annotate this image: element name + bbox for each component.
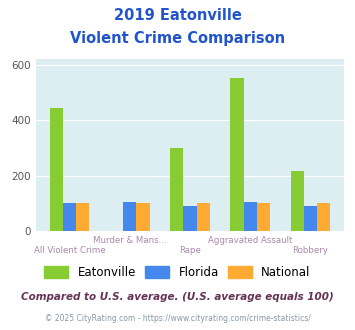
Text: 2019 Eatonville: 2019 Eatonville bbox=[114, 8, 241, 23]
Bar bbox=[290, 172, 304, 231]
Legend: Eatonville, Florida, National: Eatonville, Florida, National bbox=[40, 262, 315, 284]
Bar bbox=[50, 108, 63, 231]
Bar bbox=[183, 206, 197, 231]
Bar bbox=[123, 202, 136, 231]
Text: Rape: Rape bbox=[179, 246, 201, 255]
Text: Murder & Mans...: Murder & Mans... bbox=[93, 236, 166, 245]
Bar bbox=[244, 202, 257, 231]
Bar bbox=[136, 203, 149, 231]
Bar bbox=[63, 203, 76, 231]
Bar bbox=[197, 203, 210, 231]
Bar bbox=[304, 206, 317, 231]
Text: All Violent Crime: All Violent Crime bbox=[34, 246, 105, 255]
Text: Aggravated Assault: Aggravated Assault bbox=[208, 236, 293, 245]
Bar bbox=[76, 203, 89, 231]
Bar bbox=[257, 203, 270, 231]
Bar bbox=[170, 148, 183, 231]
Text: Violent Crime Comparison: Violent Crime Comparison bbox=[70, 31, 285, 46]
Text: Compared to U.S. average. (U.S. average equals 100): Compared to U.S. average. (U.S. average … bbox=[21, 292, 334, 302]
Text: Robbery: Robbery bbox=[293, 246, 328, 255]
Text: © 2025 CityRating.com - https://www.cityrating.com/crime-statistics/: © 2025 CityRating.com - https://www.city… bbox=[45, 314, 310, 323]
Bar bbox=[230, 78, 244, 231]
Bar bbox=[317, 203, 330, 231]
